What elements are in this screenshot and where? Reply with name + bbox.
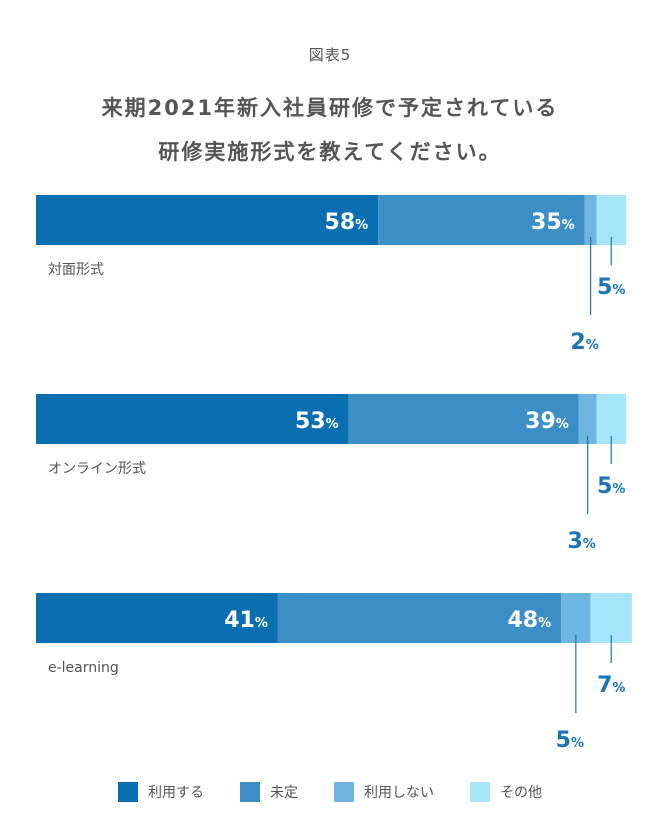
bar-segment-0-0 — [36, 195, 379, 245]
callout-label-0-2: 2% — [570, 330, 598, 355]
bar-segment-2-2 — [561, 593, 591, 643]
category-label-1: オンライン形式 — [48, 461, 146, 477]
bar-value-label-2-0: 41% — [224, 608, 268, 633]
callout-label-2-2: 5% — [556, 728, 584, 750]
legend-item-3: その他 — [470, 782, 542, 802]
bar-value-label-2-1: 48% — [507, 608, 551, 633]
bar-value-label-0-0: 58% — [325, 210, 369, 235]
bar-value-label-1-0: 53% — [295, 409, 339, 434]
callout-label-0-3: 5% — [597, 275, 625, 300]
legend-swatch-2 — [334, 782, 354, 802]
bar-segment-1-1 — [348, 394, 579, 444]
legend-swatch-0 — [118, 782, 138, 802]
figure-label: 図表5 — [308, 46, 352, 64]
bar-segment-0-2 — [584, 195, 597, 245]
chart-legend: 利用する 未定 利用しない その他 — [0, 782, 660, 802]
legend-swatch-1 — [240, 782, 260, 802]
legend-item-2: 利用しない — [334, 782, 434, 802]
bar-segment-0-1 — [378, 195, 585, 245]
bar-value-label-0-1: 35% — [531, 210, 575, 235]
legend-label-3: その他 — [500, 785, 542, 801]
callout-label-1-3: 5% — [597, 474, 625, 499]
category-label-0: 対面形式 — [48, 262, 104, 278]
bar-segment-1-2 — [578, 394, 597, 444]
legend-swatch-3 — [470, 782, 490, 802]
bar-segment-0-3 — [596, 195, 626, 245]
legend-label-0: 利用する — [148, 785, 204, 801]
legend-label-2: 利用しない — [364, 785, 434, 801]
bar-segment-2-1 — [277, 593, 562, 643]
legend-item-1: 未定 — [240, 782, 298, 802]
chart-title-line-1: 来期2021年新入社員研修で予定されている — [101, 96, 559, 120]
callout-label-1-2: 3% — [567, 529, 595, 554]
chart-title-line-2: 研修実施形式を教えてください。 — [158, 140, 502, 164]
legend-label-1: 未定 — [270, 785, 298, 801]
bar-value-label-1-1: 39% — [525, 409, 569, 434]
callout-label-2-3: 7% — [597, 673, 625, 698]
bar-segment-2-0 — [36, 593, 278, 643]
stacked-bar-chart: 58% 35% 対面形式 5% 2% 53% 39% オンライン形式 5% 3% 41% 48% e-l… — [36, 195, 632, 750]
bar-segment-1-3 — [596, 394, 626, 444]
bar-segment-1-0 — [36, 394, 349, 444]
legend-item-0: 利用する — [118, 782, 204, 802]
bar-segment-2-3 — [590, 593, 632, 643]
category-label-2: e-learning — [48, 660, 119, 676]
